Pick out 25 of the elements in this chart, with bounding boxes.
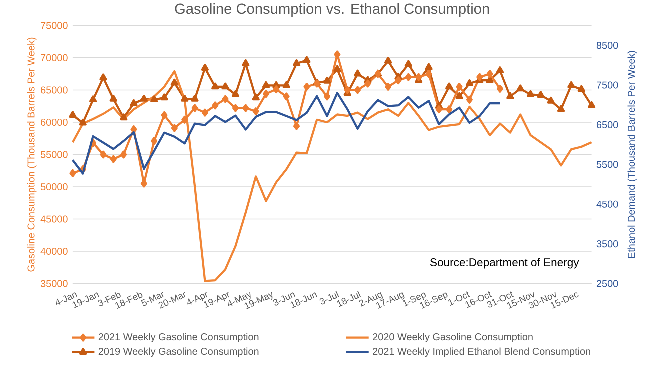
- y2-axis-title: Ethanol Demand (Thousand Barrels Per Week): [628, 51, 638, 258]
- y-tick-label: 65000: [41, 86, 68, 94]
- y2-tick-label: 3500: [596, 240, 618, 248]
- x-tick-label: 3-Jul: [320, 291, 340, 305]
- y-tick-label: 50000: [40, 183, 68, 191]
- chart-title: Gasoline Consumption vs. Ethanol Consumption: [175, 3, 490, 18]
- y-tick-label: 35000: [40, 280, 68, 288]
- y2-tick-label: 8500: [596, 42, 618, 50]
- y2-tick-label: 5500: [596, 161, 618, 168]
- y-tick-label: 40000: [40, 248, 68, 256]
- y-tick-label: 75000: [41, 22, 68, 30]
- legend-label: 2019 Weekly Gasoline Consumption: [98, 348, 259, 358]
- y2-tick-label: 7500: [596, 82, 618, 89]
- y-tick-label: 45000: [40, 216, 68, 223]
- y-axis-title: Gasoline Consumption (Thousand Barrels Per Week): [27, 38, 37, 272]
- y2-tick-label: 4500: [596, 200, 618, 208]
- legend-label: 2020 Weekly Gasoline Consumption: [373, 333, 533, 343]
- annotation: Source:Department of Energy: [430, 258, 580, 269]
- y-tick-label: 70000: [41, 54, 68, 62]
- y-tick-label: 55000: [40, 151, 68, 158]
- legend-label: 2021 Weekly Gasoline Consumption: [98, 333, 259, 343]
- y2-tick-label: 6500: [596, 121, 618, 129]
- y-tick-label: 60000: [41, 118, 68, 126]
- y2-tick-label: 2500: [596, 280, 618, 288]
- legend-label: 2021 Weekly Implied Ethanol Blend Consumption: [373, 348, 590, 358]
